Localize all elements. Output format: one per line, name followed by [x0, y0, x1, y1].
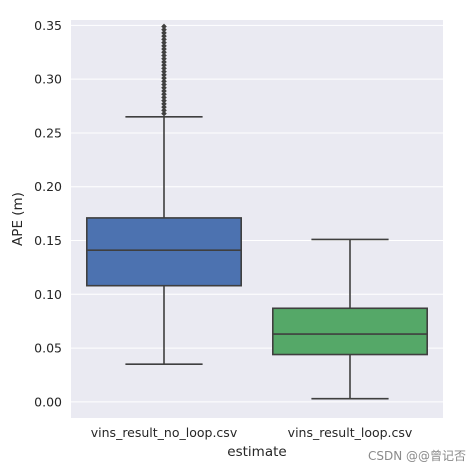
- outlier-point: [161, 78, 167, 85]
- y-tick-label: 0.35: [34, 18, 62, 33]
- x-tick-label: vins_result_no_loop.csv: [91, 425, 238, 440]
- outlier-point: [161, 68, 167, 75]
- outlier-point: [161, 94, 167, 101]
- outlier-point: [161, 81, 167, 88]
- boxes: [86, 23, 428, 400]
- outlier-point: [161, 30, 167, 36]
- y-tick-labels: 0.00 0.05 0.10 0.15 0.20 0.25 0.30 0.35: [34, 18, 62, 409]
- y-tick-label: 0.30: [34, 72, 62, 87]
- outlier-point: [161, 59, 167, 65]
- outlier-point: [161, 23, 167, 30]
- x-tick-label: vins_result_loop.csv: [288, 425, 413, 440]
- box-group: [86, 23, 242, 366]
- iqr-box: [86, 217, 242, 287]
- outlier-point: [161, 33, 167, 39]
- outlier-point: [161, 65, 167, 72]
- outlier-point: [161, 39, 167, 46]
- watermark-text: CSDN @@曾记否: [367, 449, 466, 463]
- outlier-point: [161, 88, 167, 94]
- y-tick-label: 0.15: [34, 233, 62, 248]
- outlier-point: [161, 26, 167, 33]
- outlier-point: [161, 49, 167, 56]
- outlier-point: [161, 97, 167, 104]
- x-axis-label: estimate: [227, 444, 286, 460]
- outlier-point: [161, 84, 167, 91]
- outlier-point: [161, 55, 167, 62]
- y-axis-label: APE (m): [10, 192, 26, 246]
- y-tick-label: 0.25: [34, 125, 62, 140]
- outlier-point: [161, 46, 167, 52]
- outlier-point: [161, 52, 167, 59]
- y-tick-label: 0.10: [34, 287, 62, 302]
- outlier-point: [161, 104, 167, 110]
- y-tick-label: 0.20: [34, 179, 62, 194]
- outlier-point: [161, 110, 167, 117]
- outlier-point: [161, 75, 167, 81]
- outlier-point: [161, 91, 167, 98]
- outlier-point: [161, 72, 167, 78]
- y-tick-label: 0.05: [34, 341, 62, 356]
- outlier-point: [161, 36, 167, 43]
- outlier-point: [161, 62, 167, 68]
- x-tick-labels: vins_result_no_loop.csv vins_result_loop.…: [91, 425, 413, 440]
- y-tick-label: 0.00: [34, 394, 62, 409]
- box-group: [272, 238, 428, 400]
- outlier-point: [161, 43, 167, 49]
- iqr-box: [272, 307, 428, 356]
- outlier-point: [161, 107, 167, 114]
- outlier-point: [161, 101, 167, 107]
